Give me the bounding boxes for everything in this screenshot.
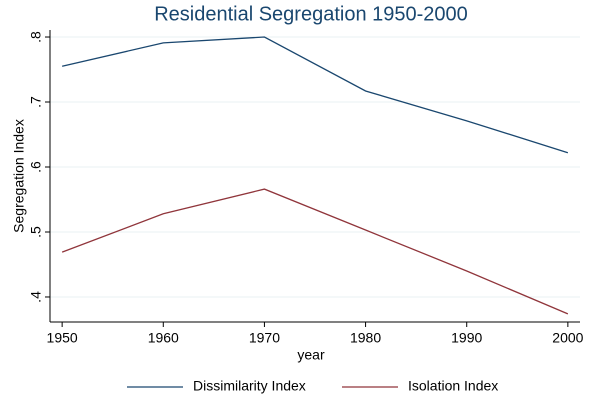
y-tick-label: .8 [28, 31, 44, 43]
x-tick-label: 2000 [552, 330, 583, 346]
x-tick-label: 1950 [47, 330, 78, 346]
x-axis-label: year [297, 347, 325, 363]
chart-title: Residential Segregation 1950-2000 [154, 3, 468, 25]
x-tick-label: 1990 [451, 330, 482, 346]
x-tick-label: 1980 [350, 330, 381, 346]
x-tick-label: 1970 [249, 330, 280, 346]
series-line [61, 188, 569, 315]
y-tick-label: .7 [28, 96, 44, 108]
y-axis-label: Segregation Index [11, 119, 27, 233]
legend-label: Dissimilarity Index [193, 378, 306, 394]
y-tick-label: .4 [28, 291, 44, 303]
y-tick-label: .6 [28, 161, 44, 173]
x-tick-label: 1960 [148, 330, 179, 346]
y-tick-label: .5 [28, 226, 44, 238]
legend-label: Isolation Index [408, 378, 498, 394]
series-line [61, 36, 569, 154]
